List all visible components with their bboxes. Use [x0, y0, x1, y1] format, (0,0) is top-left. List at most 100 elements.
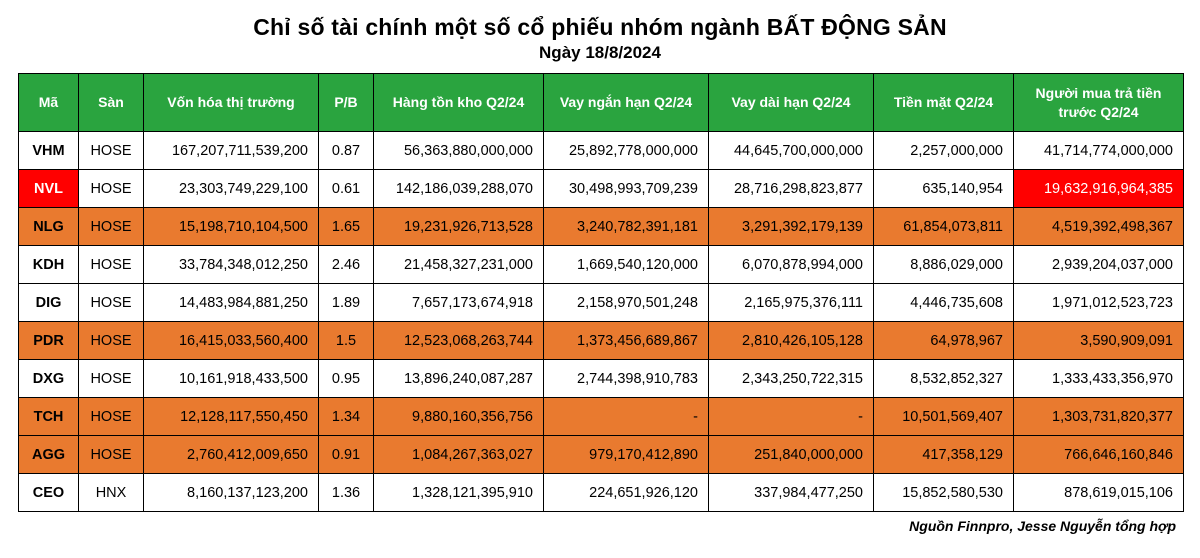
cell-ma: DIG	[19, 284, 79, 322]
cell-cash: 8,532,852,327	[874, 360, 1014, 398]
cell-pb: 1.65	[319, 208, 374, 246]
cell-pb: 1.5	[319, 322, 374, 360]
cell-san: HOSE	[79, 208, 144, 246]
cell-prep: 1,971,012,523,723	[1014, 284, 1184, 322]
cell-cap: 23,303,749,229,100	[144, 170, 319, 208]
cell-prep: 878,619,015,106	[1014, 474, 1184, 512]
title-prefix: Chỉ số tài chính một số cổ phiếu nhóm ng…	[253, 14, 767, 40]
cell-prep: 4,519,392,498,367	[1014, 208, 1184, 246]
page-title: Chỉ số tài chính một số cổ phiếu nhóm ng…	[18, 14, 1182, 41]
cell-cap: 16,415,033,560,400	[144, 322, 319, 360]
cell-ma: NLG	[19, 208, 79, 246]
col-cap: Vốn hóa thị trường	[144, 74, 319, 132]
table-row: NLGHOSE15,198,710,104,5001.6519,231,926,…	[19, 208, 1184, 246]
cell-inv: 7,657,173,674,918	[374, 284, 544, 322]
cell-ldebt: 2,810,426,105,128	[709, 322, 874, 360]
cell-sdebt: 2,158,970,501,248	[544, 284, 709, 322]
cell-sdebt: 1,373,456,689,867	[544, 322, 709, 360]
cell-pb: 0.91	[319, 436, 374, 474]
cell-cash: 417,358,129	[874, 436, 1014, 474]
cell-san: HOSE	[79, 170, 144, 208]
cell-san: HOSE	[79, 360, 144, 398]
cell-sdebt: 224,651,926,120	[544, 474, 709, 512]
cell-pb: 0.95	[319, 360, 374, 398]
col-pb: P/B	[319, 74, 374, 132]
cell-sdebt: 2,744,398,910,783	[544, 360, 709, 398]
cell-inv: 9,880,160,356,756	[374, 398, 544, 436]
cell-inv: 19,231,926,713,528	[374, 208, 544, 246]
cell-ma: KDH	[19, 246, 79, 284]
title-strong: BẤT ĐỘNG SẢN	[767, 14, 947, 40]
cell-cash: 8,886,029,000	[874, 246, 1014, 284]
cell-san: HOSE	[79, 398, 144, 436]
col-ldebt: Vay dài hạn Q2/24	[709, 74, 874, 132]
cell-prep: 19,632,916,964,385	[1014, 170, 1184, 208]
table-row: CEOHNX8,160,137,123,2001.361,328,121,395…	[19, 474, 1184, 512]
cell-cash: 64,978,967	[874, 322, 1014, 360]
cell-pb: 1.36	[319, 474, 374, 512]
cell-pb: 0.61	[319, 170, 374, 208]
cell-pb: 1.89	[319, 284, 374, 322]
cell-ldebt: 6,070,878,994,000	[709, 246, 874, 284]
cell-prep: 2,939,204,037,000	[1014, 246, 1184, 284]
col-ma: Mã	[19, 74, 79, 132]
cell-ma: AGG	[19, 436, 79, 474]
cell-cap: 14,483,984,881,250	[144, 284, 319, 322]
cell-ldebt: 2,343,250,722,315	[709, 360, 874, 398]
cell-ldebt: 2,165,975,376,111	[709, 284, 874, 322]
cell-inv: 12,523,068,263,744	[374, 322, 544, 360]
cell-san: HOSE	[79, 436, 144, 474]
cell-cash: 2,257,000,000	[874, 132, 1014, 170]
cell-ma: CEO	[19, 474, 79, 512]
cell-ldebt: 251,840,000,000	[709, 436, 874, 474]
table-row: PDRHOSE16,415,033,560,4001.512,523,068,2…	[19, 322, 1184, 360]
cell-inv: 1,328,121,395,910	[374, 474, 544, 512]
cell-cap: 167,207,711,539,200	[144, 132, 319, 170]
cell-san: HOSE	[79, 284, 144, 322]
cell-prep: 766,646,160,846	[1014, 436, 1184, 474]
cell-prep: 1,303,731,820,377	[1014, 398, 1184, 436]
cell-ldebt: 337,984,477,250	[709, 474, 874, 512]
cell-inv: 56,363,880,000,000	[374, 132, 544, 170]
cell-cap: 2,760,412,009,650	[144, 436, 319, 474]
cell-pb: 0.87	[319, 132, 374, 170]
table-row: VHMHOSE167,207,711,539,2000.8756,363,880…	[19, 132, 1184, 170]
source-footer: Nguồn Finnpro, Jesse Nguyễn tổng hợp	[18, 518, 1182, 534]
cell-ma: VHM	[19, 132, 79, 170]
table-body: VHMHOSE167,207,711,539,2000.8756,363,880…	[19, 132, 1184, 512]
col-inv: Hàng tồn kho Q2/24	[374, 74, 544, 132]
cell-sdebt: 30,498,993,709,239	[544, 170, 709, 208]
cell-san: HOSE	[79, 246, 144, 284]
cell-cash: 635,140,954	[874, 170, 1014, 208]
financial-table: Mã Sàn Vốn hóa thị trường P/B Hàng tồn k…	[18, 73, 1184, 512]
table-row: DXGHOSE10,161,918,433,5000.9513,896,240,…	[19, 360, 1184, 398]
cell-cap: 12,128,117,550,450	[144, 398, 319, 436]
cell-cap: 10,161,918,433,500	[144, 360, 319, 398]
cell-cash: 61,854,073,811	[874, 208, 1014, 246]
cell-inv: 13,896,240,087,287	[374, 360, 544, 398]
cell-pb: 1.34	[319, 398, 374, 436]
cell-inv: 1,084,267,363,027	[374, 436, 544, 474]
table-row: KDHHOSE33,784,348,012,2502.4621,458,327,…	[19, 246, 1184, 284]
cell-inv: 21,458,327,231,000	[374, 246, 544, 284]
page-subtitle: Ngày 18/8/2024	[18, 43, 1182, 63]
cell-cash: 4,446,735,608	[874, 284, 1014, 322]
cell-ma: TCH	[19, 398, 79, 436]
cell-sdebt: -	[544, 398, 709, 436]
table-row: NVLHOSE23,303,749,229,1000.61142,186,039…	[19, 170, 1184, 208]
col-cash: Tiền mặt Q2/24	[874, 74, 1014, 132]
cell-san: HOSE	[79, 322, 144, 360]
table-row: DIGHOSE14,483,984,881,2501.897,657,173,6…	[19, 284, 1184, 322]
cell-prep: 1,333,433,356,970	[1014, 360, 1184, 398]
col-prep: Người mua trả tiền trước Q2/24	[1014, 74, 1184, 132]
cell-inv: 142,186,039,288,070	[374, 170, 544, 208]
cell-sdebt: 979,170,412,890	[544, 436, 709, 474]
cell-sdebt: 3,240,782,391,181	[544, 208, 709, 246]
cell-ldebt: 44,645,700,000,000	[709, 132, 874, 170]
cell-ldebt: -	[709, 398, 874, 436]
cell-sdebt: 1,669,540,120,000	[544, 246, 709, 284]
cell-ma: PDR	[19, 322, 79, 360]
cell-cap: 33,784,348,012,250	[144, 246, 319, 284]
cell-ma: NVL	[19, 170, 79, 208]
cell-ldebt: 28,716,298,823,877	[709, 170, 874, 208]
